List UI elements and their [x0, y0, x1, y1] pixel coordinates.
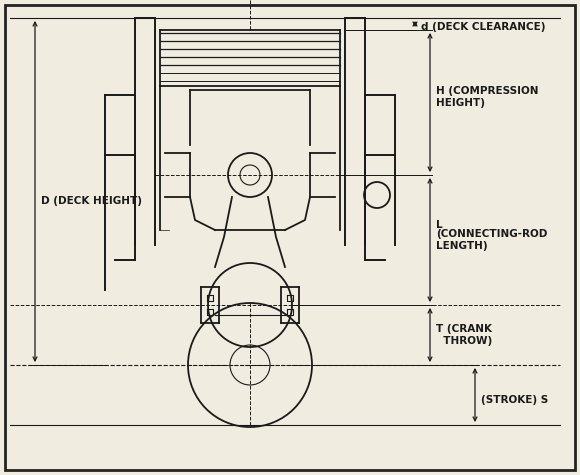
Text: (CONNECTING-ROD
LENGTH): (CONNECTING-ROD LENGTH) — [436, 229, 548, 251]
Text: D (DECK HEIGHT): D (DECK HEIGHT) — [41, 196, 142, 206]
Text: T (CRANK
  THROW): T (CRANK THROW) — [436, 324, 492, 346]
Text: H (COMPRESSION
HEIGHT): H (COMPRESSION HEIGHT) — [436, 86, 538, 108]
Text: (STROKE) S: (STROKE) S — [481, 395, 548, 405]
Text: L: L — [436, 220, 443, 230]
Text: d (DECK CLEARANCE): d (DECK CLEARANCE) — [421, 22, 546, 32]
